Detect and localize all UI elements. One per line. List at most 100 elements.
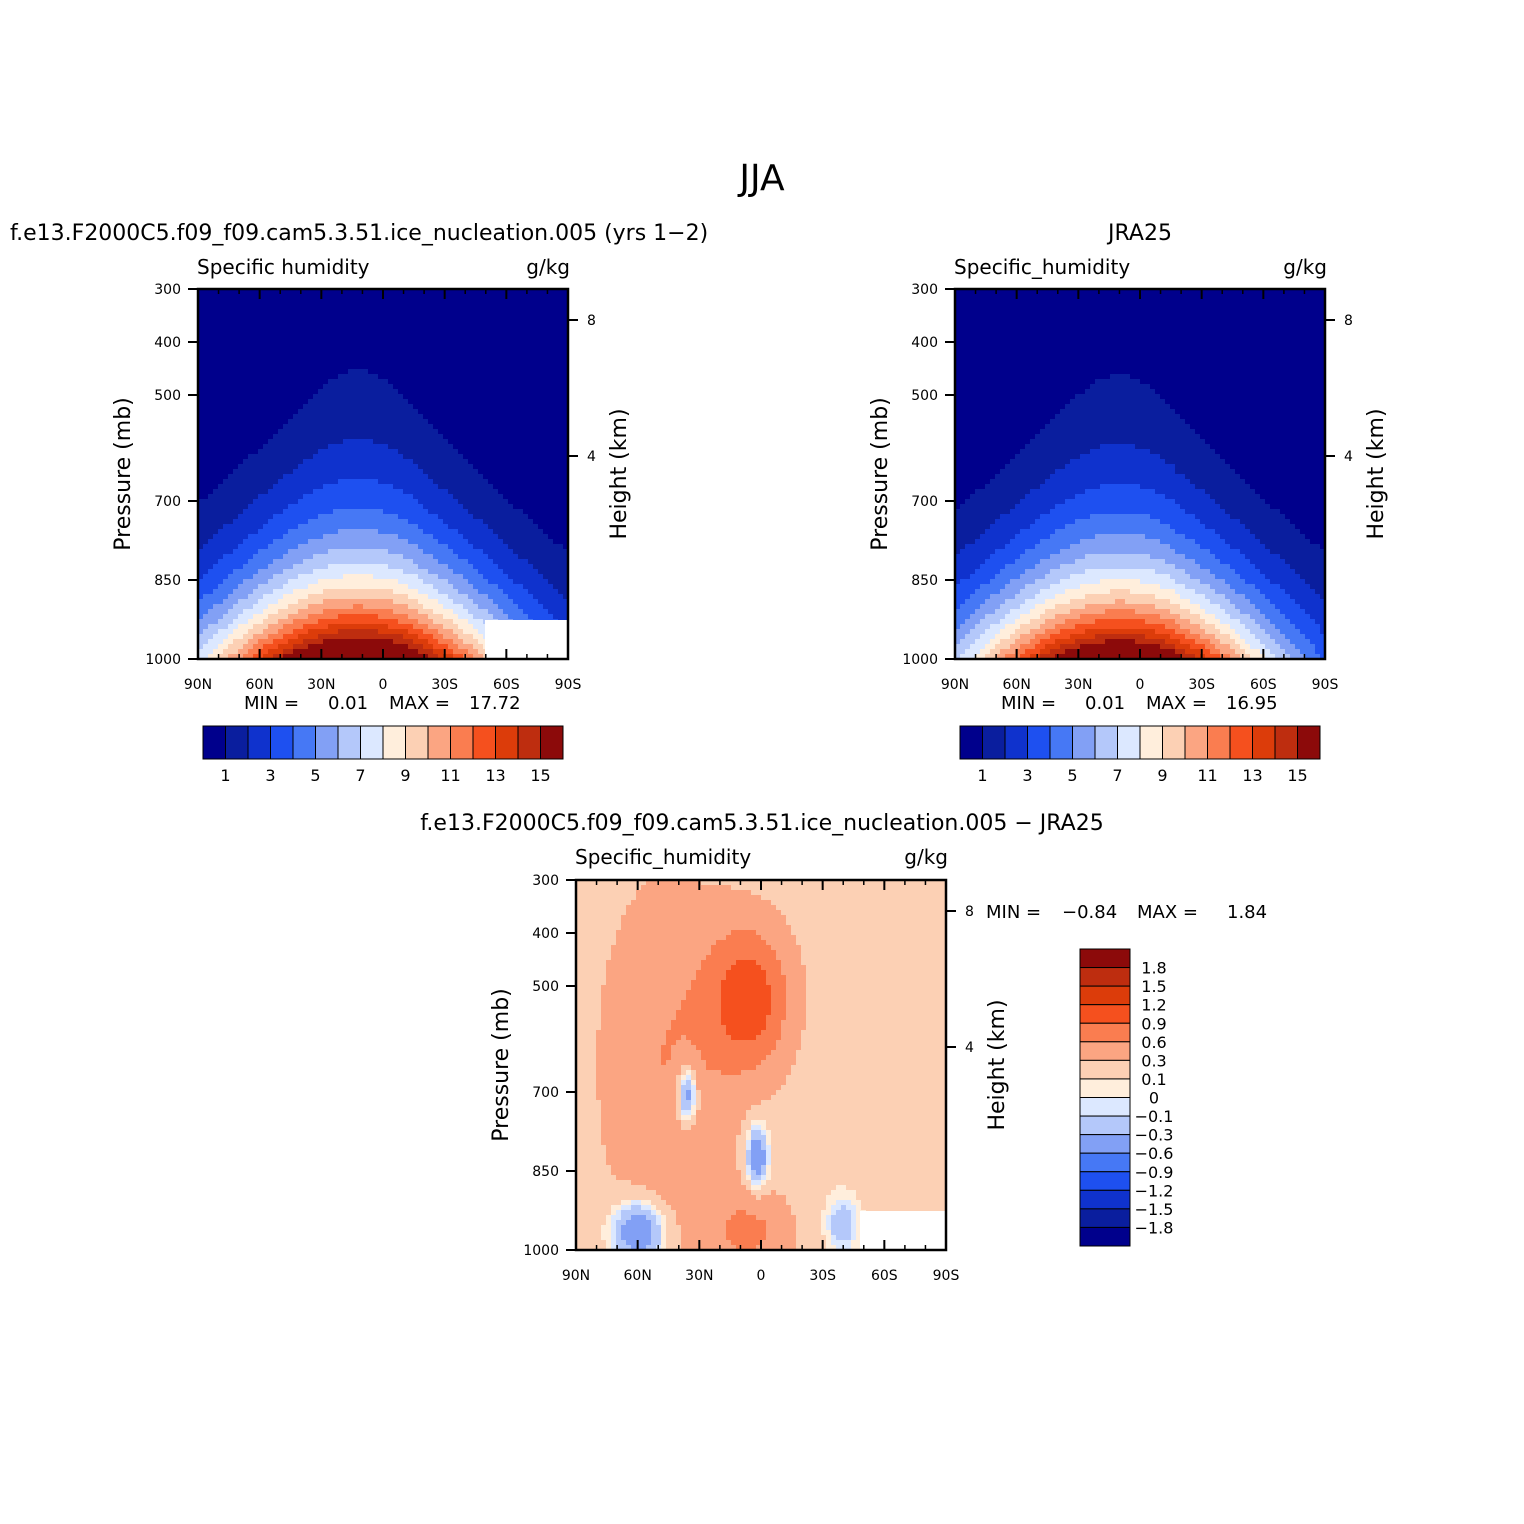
contour-cell [513, 324, 519, 330]
contour-cell [418, 484, 424, 490]
contour-cell [268, 399, 274, 405]
contour-cell [288, 584, 294, 590]
contour-cell [328, 439, 334, 445]
contour-cell [368, 564, 374, 570]
contour-cell [423, 524, 429, 530]
contour-cell [298, 369, 304, 375]
contour-cell [473, 319, 479, 325]
contour-cell [393, 374, 399, 380]
contour-cell [373, 519, 379, 525]
contour-cell [318, 389, 324, 395]
contour-cell [358, 429, 364, 435]
contour-cell [298, 494, 304, 500]
contour-cell [563, 599, 569, 605]
contour-cell [308, 379, 314, 385]
contour-cell [403, 439, 409, 445]
contour-cell [403, 464, 409, 470]
contour-cell [463, 569, 469, 575]
contour-cell [228, 459, 234, 465]
contour-cell [283, 584, 289, 590]
contour-cell [243, 509, 249, 515]
contour-cell [548, 334, 554, 340]
contour-cell [358, 529, 364, 535]
contour-cell [498, 329, 504, 335]
contour-cell [468, 519, 474, 525]
contour-cell [208, 564, 214, 570]
contour-cell [548, 384, 554, 390]
contour-cell [293, 464, 299, 470]
contour-cell [203, 624, 209, 630]
contour-cell [248, 574, 254, 580]
contour-cell [323, 439, 329, 445]
contour-cell [493, 424, 499, 430]
contour-cell [383, 329, 389, 335]
contour-cell [423, 604, 429, 610]
contour-cell [268, 614, 274, 620]
contour-cell [423, 339, 429, 345]
contour-cell [378, 309, 384, 315]
contour-cell [313, 584, 319, 590]
contour-cell [498, 339, 504, 345]
contour-cell [423, 499, 429, 505]
contour-cell [508, 404, 514, 410]
contour-cell [538, 489, 544, 495]
contour-cell [273, 354, 279, 360]
contour-cell [413, 384, 419, 390]
contour-cell [528, 489, 534, 495]
contour-cell [213, 404, 219, 410]
contour-cell [218, 299, 224, 305]
contour-cell [258, 359, 264, 365]
contour-cell [498, 444, 504, 450]
contour-cell [403, 479, 409, 485]
contour-cell [563, 574, 569, 580]
contour-cell [308, 609, 314, 615]
contour-cell [203, 609, 209, 615]
contour-cell [493, 459, 499, 465]
contour-cell [433, 554, 439, 560]
contour-cell [333, 444, 339, 450]
contour-cell [268, 504, 274, 510]
contour-cell [393, 529, 399, 535]
contour-cell [523, 599, 529, 605]
contour-cell [518, 544, 524, 550]
contour-cell [253, 294, 259, 300]
contour-cell [378, 444, 384, 450]
contour-cell [218, 399, 224, 405]
contour-cell [493, 534, 499, 540]
contour-cell [388, 469, 394, 475]
contour-cell [453, 489, 459, 495]
contour-cell [358, 454, 364, 460]
contour-cell [343, 484, 349, 490]
contour-cell [273, 349, 279, 355]
contour-cell [348, 569, 354, 575]
contour-cell [393, 439, 399, 445]
contour-cell [548, 389, 554, 395]
contour-cell [443, 499, 449, 505]
contour-cell [198, 369, 204, 375]
contour-cell [533, 369, 539, 375]
contour-cell [378, 459, 384, 465]
contour-cell [298, 599, 304, 605]
contour-cell [368, 559, 374, 565]
contour-cell [223, 594, 229, 600]
contour-cell [273, 484, 279, 490]
contour-cell [538, 514, 544, 520]
contour-cell [443, 339, 449, 345]
contour-cell [228, 599, 234, 605]
contour-cell [198, 444, 204, 450]
contour-cell [498, 314, 504, 320]
contour-cell [528, 594, 534, 600]
contour-cell [208, 609, 214, 615]
contour-cell [523, 574, 529, 580]
contour-cell [278, 479, 284, 485]
contour-cell [448, 319, 454, 325]
contour-cell [408, 299, 414, 305]
contour-cell [453, 349, 459, 355]
contour-cell [508, 379, 514, 385]
contour-cell [198, 504, 204, 510]
contour-cell [228, 349, 234, 355]
contour-cell [443, 289, 449, 295]
contour-cell [558, 484, 564, 490]
contour-cell [408, 564, 414, 570]
contour-cell [553, 504, 559, 510]
